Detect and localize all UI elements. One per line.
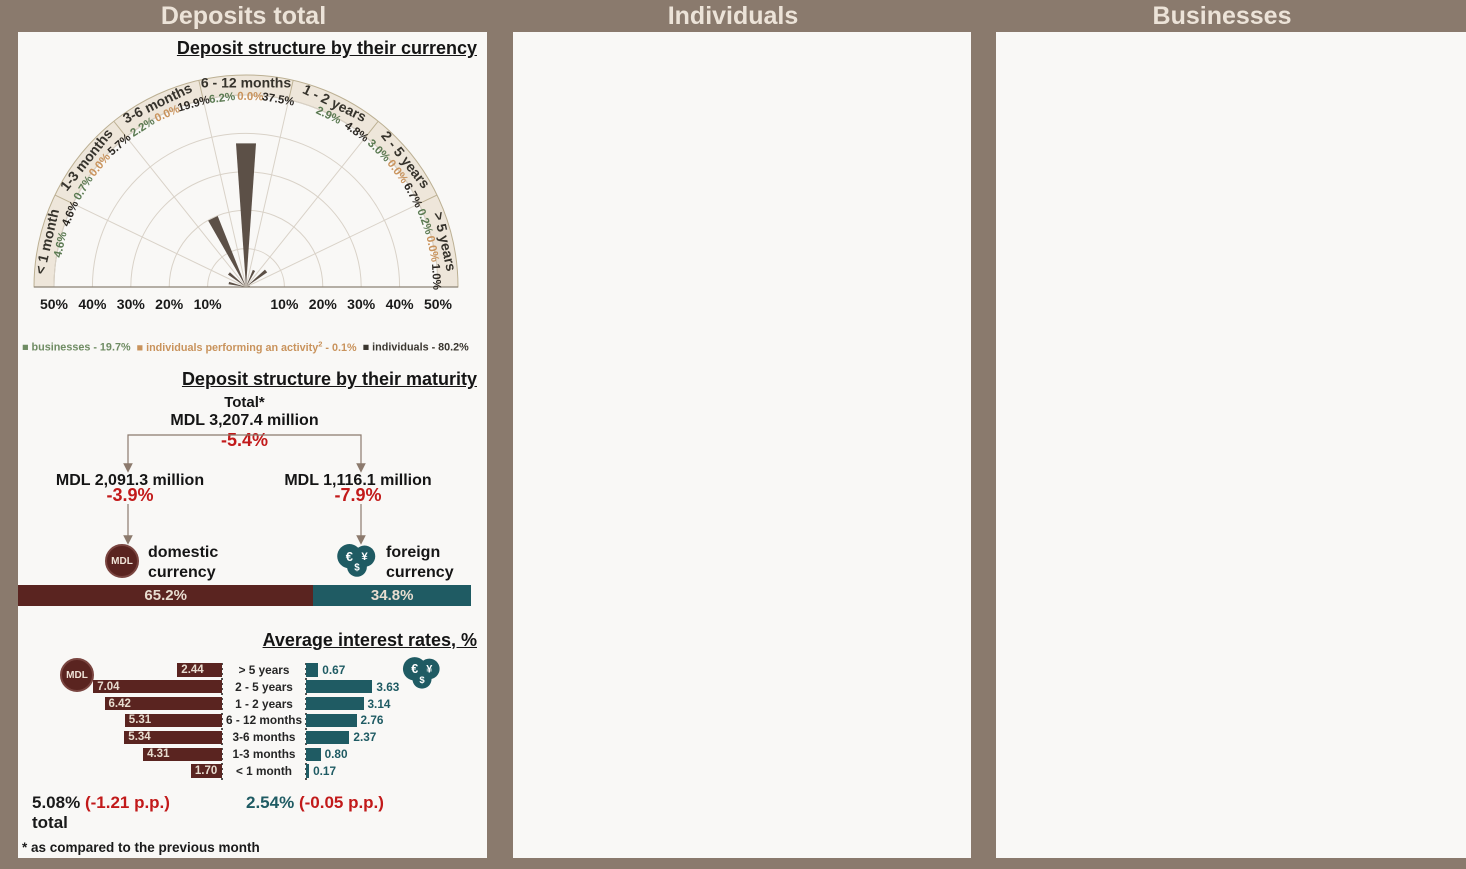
svg-text:20%: 20% xyxy=(309,296,338,312)
svg-text:€: € xyxy=(346,549,353,564)
svg-text:$: $ xyxy=(354,563,360,574)
svg-text:30%: 30% xyxy=(117,296,146,312)
svg-text:30%: 30% xyxy=(347,296,376,312)
svg-text:50%: 50% xyxy=(424,296,453,312)
svg-text:10%: 10% xyxy=(194,296,223,312)
svg-text:0.0%: 0.0% xyxy=(237,91,263,104)
svg-text:6 - 12 months: 6 - 12 months xyxy=(201,75,291,91)
svg-text:6.2%: 6.2% xyxy=(208,91,236,106)
svg-text:40%: 40% xyxy=(78,296,107,312)
svg-text:10%: 10% xyxy=(270,296,299,312)
svg-text:40%: 40% xyxy=(386,296,415,312)
svg-text:¥: ¥ xyxy=(361,551,368,563)
svg-text:20%: 20% xyxy=(155,296,184,312)
svg-text:50%: 50% xyxy=(40,296,69,312)
svg-text:1.0%: 1.0% xyxy=(429,263,442,290)
